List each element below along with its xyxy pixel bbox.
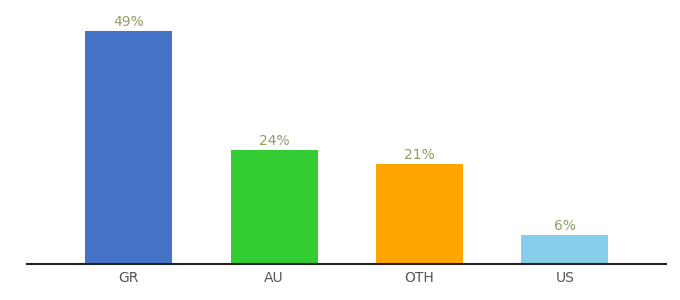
Text: 49%: 49% (114, 15, 144, 28)
Text: 21%: 21% (404, 148, 435, 162)
Bar (376, 164, 463, 264)
Bar (231, 150, 318, 264)
Bar (521, 236, 609, 264)
Text: 24%: 24% (259, 134, 290, 148)
Text: 6%: 6% (554, 219, 576, 233)
Bar (85, 31, 173, 264)
